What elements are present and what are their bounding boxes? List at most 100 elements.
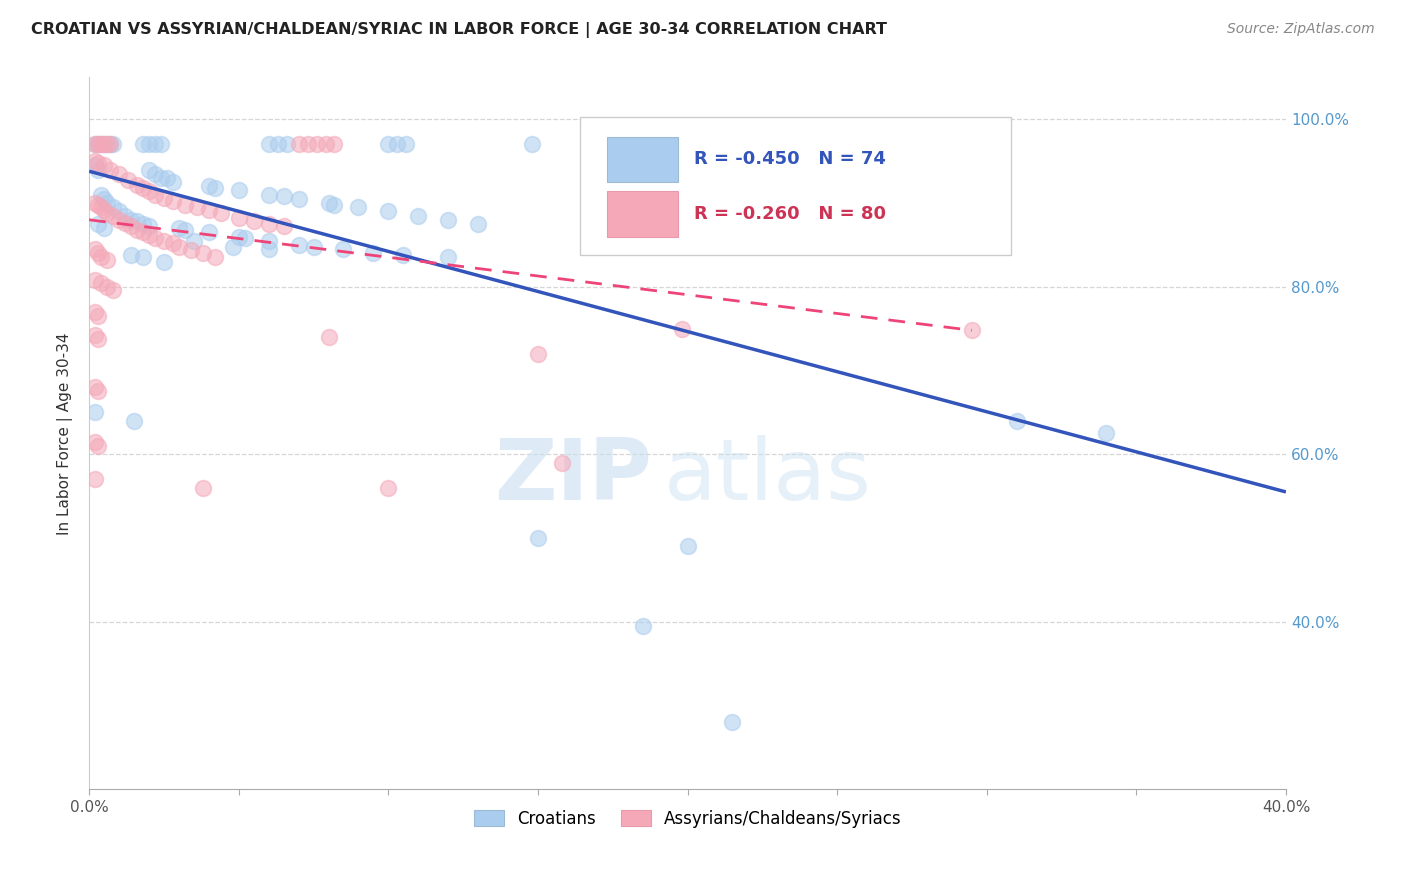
Point <box>167 221 190 235</box>
Point <box>323 137 346 152</box>
Point <box>257 217 280 231</box>
Point <box>90 277 112 291</box>
Point <box>93 221 115 235</box>
Text: R = -0.450   N = 74: R = -0.450 N = 74 <box>693 150 886 169</box>
Point <box>153 234 176 248</box>
Point <box>138 227 160 242</box>
Point <box>101 283 124 297</box>
Point <box>228 229 250 244</box>
Text: Source: ZipAtlas.com: Source: ZipAtlas.com <box>1227 22 1375 37</box>
Point <box>132 217 155 231</box>
Point <box>257 234 280 248</box>
Point <box>228 184 250 198</box>
Point <box>363 246 385 260</box>
Point <box>387 137 409 152</box>
Point <box>204 181 226 195</box>
Point <box>96 280 118 294</box>
Point <box>143 187 166 202</box>
FancyBboxPatch shape <box>607 136 678 182</box>
Point <box>149 137 172 152</box>
Point <box>84 305 107 319</box>
Point <box>323 198 346 212</box>
Point <box>90 200 112 214</box>
Point <box>96 252 118 267</box>
Point <box>143 137 166 152</box>
Point <box>198 225 221 239</box>
Point <box>108 204 131 219</box>
Point <box>87 384 110 399</box>
Legend: Croatians, Assyrians/Chaldeans/Syriacs: Croatians, Assyrians/Chaldeans/Syriacs <box>467 803 908 834</box>
Point <box>186 200 208 214</box>
Point <box>162 194 184 209</box>
Point <box>120 219 142 234</box>
FancyBboxPatch shape <box>579 117 1011 255</box>
Point <box>437 212 460 227</box>
Point <box>276 137 298 152</box>
Point <box>143 231 166 245</box>
Point <box>101 200 124 214</box>
Point <box>138 162 160 177</box>
Point <box>93 202 115 217</box>
Point <box>84 154 107 169</box>
Point <box>191 481 214 495</box>
Point <box>90 137 112 152</box>
Point <box>228 211 250 226</box>
Point <box>87 246 110 260</box>
Point <box>132 225 155 239</box>
Point <box>87 137 110 152</box>
Point <box>84 137 107 152</box>
Point <box>114 209 136 223</box>
Point <box>84 196 107 211</box>
Point <box>87 439 110 453</box>
Point <box>156 170 179 185</box>
Point <box>257 187 280 202</box>
Point <box>96 206 118 220</box>
Point <box>960 323 983 337</box>
Point <box>84 137 107 152</box>
Point <box>132 181 155 195</box>
Point <box>198 202 221 217</box>
Point <box>90 250 112 264</box>
Point <box>167 239 190 253</box>
Point <box>631 619 654 633</box>
Point <box>84 380 107 394</box>
Point <box>198 179 221 194</box>
Point <box>101 137 124 152</box>
Point <box>87 309 110 323</box>
Point <box>676 540 699 554</box>
Point <box>84 405 107 419</box>
Point <box>122 414 145 428</box>
Point <box>84 434 107 449</box>
Point <box>90 137 112 152</box>
Point <box>90 187 112 202</box>
Point <box>233 231 256 245</box>
Point <box>266 137 288 152</box>
Point <box>98 137 121 152</box>
Point <box>84 242 107 256</box>
Point <box>101 210 124 224</box>
Point <box>297 137 319 152</box>
Point <box>138 184 160 198</box>
Text: CROATIAN VS ASSYRIAN/CHALDEAN/SYRIAC IN LABOR FORCE | AGE 30-34 CORRELATION CHAR: CROATIAN VS ASSYRIAN/CHALDEAN/SYRIAC IN … <box>31 22 887 38</box>
Point <box>257 137 280 152</box>
Point <box>114 216 136 230</box>
Point <box>153 254 176 268</box>
Point <box>87 217 110 231</box>
Point <box>242 214 264 228</box>
Point <box>551 456 574 470</box>
Point <box>93 137 115 152</box>
Point <box>87 162 110 177</box>
Point <box>162 175 184 189</box>
Point <box>302 239 325 253</box>
Point <box>93 192 115 206</box>
Point <box>392 248 415 262</box>
Point <box>96 137 118 152</box>
Point <box>1095 426 1118 441</box>
Point <box>287 137 309 152</box>
Text: R = -0.260   N = 80: R = -0.260 N = 80 <box>693 205 886 223</box>
Point <box>87 156 110 170</box>
Point <box>315 137 337 152</box>
Point <box>467 217 489 231</box>
Point <box>437 251 460 265</box>
Point <box>138 137 160 152</box>
